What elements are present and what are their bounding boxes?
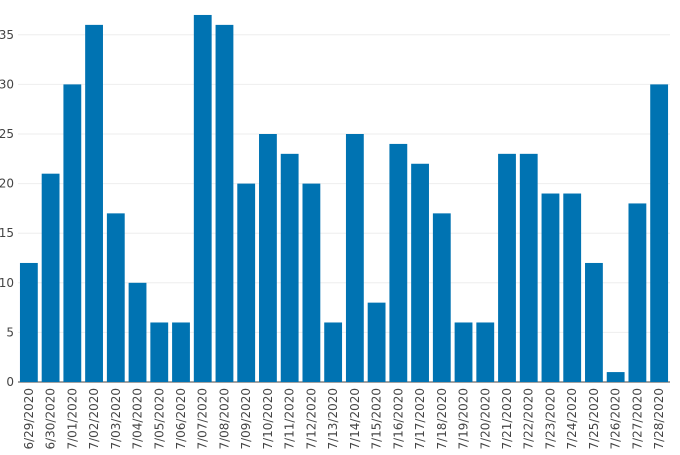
x-tick-label: 7/06/2020 xyxy=(174,388,188,450)
bar xyxy=(585,262,603,382)
bar xyxy=(367,302,386,382)
y-tick-label: 30 xyxy=(0,77,14,91)
bar xyxy=(237,183,256,382)
bar xyxy=(650,84,669,383)
x-tick-label: 7/19/2020 xyxy=(457,388,471,450)
x-tick-label: 7/25/2020 xyxy=(587,388,601,450)
bars xyxy=(19,14,669,383)
x-tick-label: 7/03/2020 xyxy=(109,388,123,450)
x-tick-label: 7/04/2020 xyxy=(131,388,145,450)
bar xyxy=(454,322,473,382)
bar xyxy=(63,84,82,383)
bar xyxy=(324,322,343,382)
bar xyxy=(19,262,38,382)
x-tick-label: 7/24/2020 xyxy=(565,388,579,450)
x-tick-label: 7/17/2020 xyxy=(413,388,427,450)
x-tick-label: 7/09/2020 xyxy=(239,388,253,450)
bar xyxy=(172,322,190,382)
gridlines xyxy=(18,34,670,383)
bar xyxy=(628,203,647,382)
x-tick-label: 7/20/2020 xyxy=(478,388,492,450)
x-tick-label: 7/18/2020 xyxy=(435,388,449,450)
bar xyxy=(215,24,234,382)
bar xyxy=(432,213,451,382)
x-tick-label: 7/23/2020 xyxy=(543,388,557,450)
y-tick-label: 0 xyxy=(6,375,14,389)
bar xyxy=(280,153,299,382)
bar xyxy=(519,153,538,382)
x-tick-label: 7/15/2020 xyxy=(370,388,384,450)
bar xyxy=(106,213,125,382)
x-tick-label: 7/21/2020 xyxy=(500,388,514,450)
bar xyxy=(41,173,60,382)
x-tick-label: 7/11/2020 xyxy=(283,388,297,450)
y-tick-label: 25 xyxy=(0,127,14,141)
y-tick-label: 5 xyxy=(6,325,14,339)
y-tick-label: 35 xyxy=(0,28,14,42)
bar xyxy=(541,193,560,382)
x-tick-label: 7/02/2020 xyxy=(87,388,101,450)
bar xyxy=(606,372,625,382)
y-tick-label: 10 xyxy=(0,276,14,290)
x-tick-label: 7/16/2020 xyxy=(391,388,405,450)
y-tick-label: 15 xyxy=(0,226,14,240)
bar xyxy=(193,14,212,383)
bar xyxy=(302,183,321,382)
bar xyxy=(150,322,169,382)
y-axis-ticks: 0 5 10 15 20 25 30 35 xyxy=(0,28,14,389)
x-tick-label: 7/26/2020 xyxy=(609,388,623,450)
x-tick-label: 7/05/2020 xyxy=(152,388,166,450)
bar xyxy=(498,153,516,382)
bar xyxy=(259,134,277,382)
bar xyxy=(128,282,147,382)
x-tick-label: 6/29/2020 xyxy=(22,388,36,450)
x-tick-label: 7/13/2020 xyxy=(326,388,340,450)
bar xyxy=(85,24,103,382)
x-tick-label: 7/14/2020 xyxy=(348,388,362,450)
x-tick-label: 7/01/2020 xyxy=(65,388,79,450)
bar xyxy=(345,134,364,382)
y-tick-label: 20 xyxy=(0,177,14,191)
bar xyxy=(476,322,495,382)
x-tick-label: 7/27/2020 xyxy=(630,388,644,450)
x-tick-label: 7/07/2020 xyxy=(196,388,210,450)
x-tick-label: 6/30/2020 xyxy=(44,388,58,450)
x-tick-label: 7/22/2020 xyxy=(522,388,536,450)
x-tick-label: 7/10/2020 xyxy=(261,388,275,450)
bar xyxy=(389,143,408,382)
bar xyxy=(411,163,429,382)
x-axis-ticks: 6/29/2020 6/30/2020 7/01/2020 7/02/2020 7/03… xyxy=(22,388,666,450)
x-tick-label: 7/12/2020 xyxy=(304,388,318,450)
x-tick-label: 7/28/2020 xyxy=(652,388,666,450)
bar xyxy=(563,193,582,382)
x-tick-label: 7/08/2020 xyxy=(217,388,231,450)
